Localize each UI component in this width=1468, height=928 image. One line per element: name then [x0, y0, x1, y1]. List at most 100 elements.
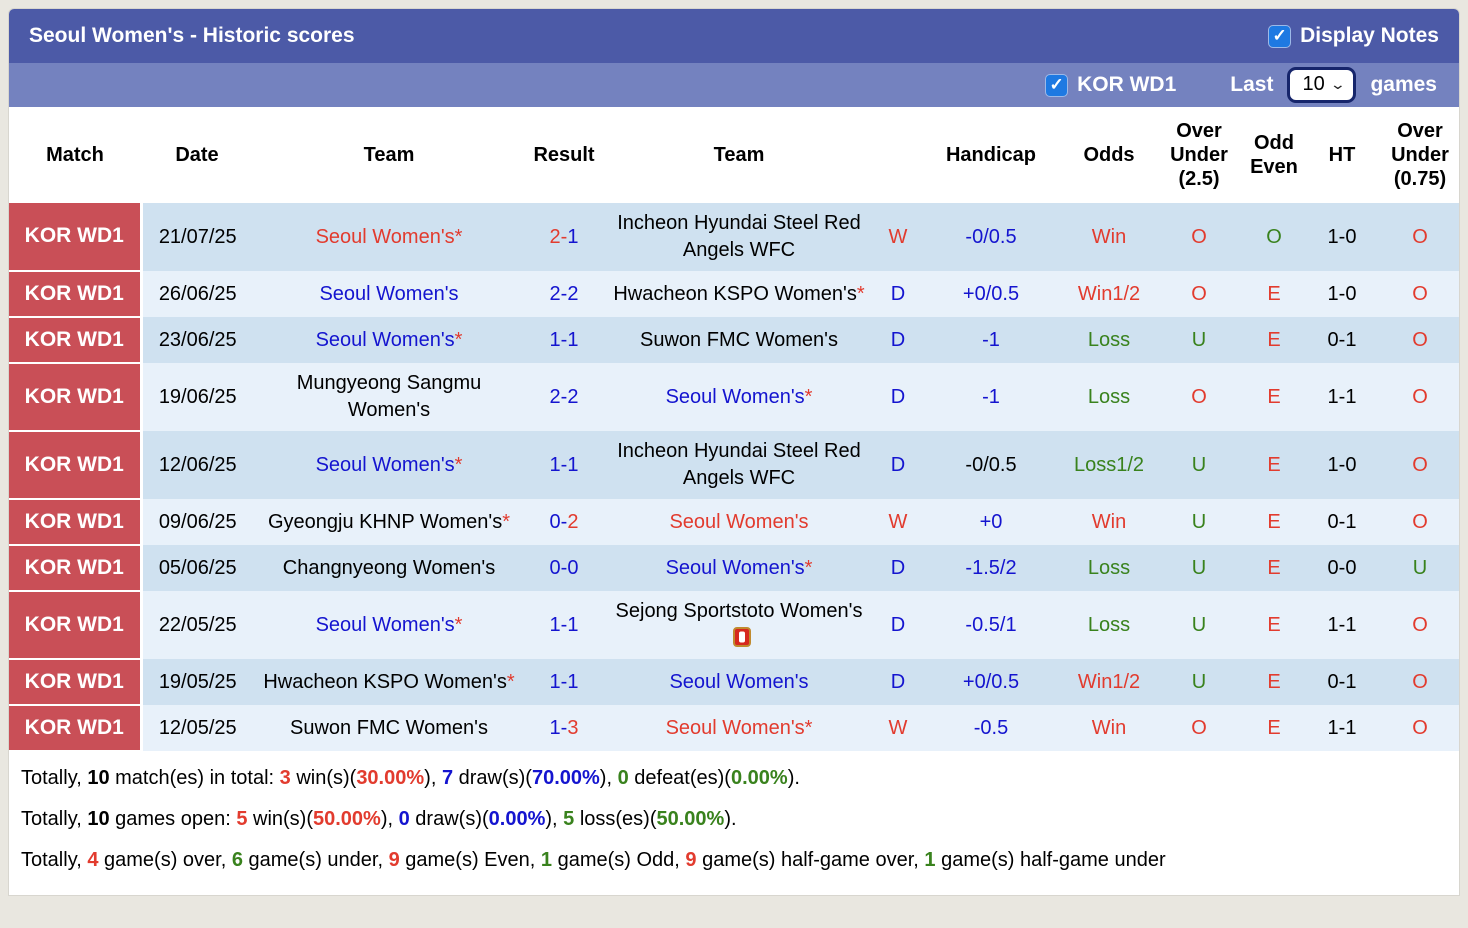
- result-cell: 2-2: [525, 363, 603, 431]
- result-away-score: 1: [567, 225, 579, 248]
- league-cell: KOR WD1: [9, 705, 143, 752]
- result-away-score: 3: [567, 716, 579, 739]
- summary-segment: 5: [236, 808, 248, 830]
- home-team-name[interactable]: Seoul Women's: [315, 453, 455, 476]
- summary-segment: 3: [279, 767, 291, 789]
- home-team-name[interactable]: Gyeongju KHNP Women's: [267, 510, 503, 533]
- ht-cell: 1-1: [1307, 363, 1377, 431]
- checkbox-checked-icon[interactable]: ✓: [1045, 73, 1069, 97]
- table-row: KOR WD1 26/06/25 Seoul Women's 2-2 Hwach…: [9, 271, 1459, 318]
- summary-segment: game(s) Odd,: [552, 849, 686, 871]
- summary-line: Totally, 10 games open: 5 win(s)(50.00%)…: [21, 799, 1447, 840]
- advantage-star: *: [454, 328, 463, 351]
- away-team-cell: Sejong Sportstoto Women's: [603, 591, 875, 659]
- last-label: Last: [1230, 73, 1274, 96]
- table-header-row: Match Date Team Result Team Handicap Odd…: [9, 107, 1459, 203]
- summary-segment: draw(s)(: [409, 808, 489, 830]
- home-team-name[interactable]: Seoul Women's: [315, 225, 455, 248]
- home-team-name[interactable]: Mungyeong Sangmu Women's: [296, 372, 482, 421]
- home-team-name[interactable]: Hwacheon KSPO Women's: [263, 670, 507, 693]
- result-away-score: 2: [567, 510, 579, 533]
- home-team-name[interactable]: Seoul Women's: [315, 328, 455, 351]
- away-team-name[interactable]: Seoul Women's: [665, 556, 805, 579]
- summary-segment: 4: [87, 849, 99, 871]
- league-cell: KOR WD1: [9, 591, 143, 660]
- checkbox-checked-icon[interactable]: ✓: [1268, 24, 1292, 48]
- home-team-cell: Seoul Women's*: [253, 591, 525, 659]
- display-notes-toggle[interactable]: ✓ Display Notes: [1268, 24, 1439, 48]
- date-cell: 21/07/25: [141, 203, 253, 271]
- away-team-name[interactable]: Sejong Sportstoto Women's: [615, 600, 863, 622]
- summary-segment: 1: [924, 849, 936, 871]
- summary-segment: 50.00%: [313, 808, 381, 830]
- col-header-team-home: Team: [253, 107, 525, 203]
- date-cell: 12/05/25: [141, 705, 253, 751]
- away-team-name[interactable]: Suwon FMC Women's: [640, 328, 838, 351]
- summary-segment: game(s) half-game under: [935, 849, 1166, 871]
- summary-segment: loss(es)(: [574, 808, 657, 830]
- away-team-name[interactable]: Seoul Women's: [669, 510, 809, 533]
- over-under-0-75-cell: U: [1377, 545, 1459, 591]
- summary-segment: 0: [398, 808, 410, 830]
- table-row: KOR WD1 19/06/25 Mungyeong Sangmu Women'…: [9, 363, 1459, 432]
- handicap-cell: -0.5/1: [921, 591, 1061, 659]
- away-team-cell: Seoul Women's: [603, 499, 875, 545]
- odds-cell: Loss: [1061, 545, 1157, 591]
- odd-even-cell: E: [1241, 705, 1307, 751]
- home-team-name[interactable]: Suwon FMC Women's: [290, 716, 488, 739]
- summary-segment: game(s) over,: [98, 849, 232, 871]
- away-team-name[interactable]: Incheon Hyundai Steel Red Angels WFC: [617, 212, 861, 261]
- result-cell: 1-3: [525, 705, 603, 751]
- date-cell: 19/05/25: [141, 659, 253, 705]
- wdl-cell: D: [875, 317, 921, 363]
- summary-segment: 0: [617, 767, 629, 789]
- summary-segment: 70.00%: [531, 767, 600, 789]
- over-under-2-5-cell: O: [1157, 271, 1241, 317]
- result-home-score: 2-: [549, 385, 568, 408]
- result-away-score: 2: [567, 385, 579, 408]
- over-under-2-5-cell: U: [1157, 545, 1241, 591]
- away-team-cell: Incheon Hyundai Steel Red Angels WFC: [603, 203, 875, 271]
- away-team-name[interactable]: Incheon Hyundai Steel Red Angels WFC: [617, 440, 861, 489]
- wdl-cell: D: [875, 271, 921, 317]
- result-home-score: 1-: [549, 670, 568, 693]
- over-under-2-5-cell: U: [1157, 659, 1241, 705]
- over-under-2-5-cell: U: [1157, 591, 1241, 659]
- summary-segment: 5: [563, 808, 575, 830]
- summary-segment: games open:: [109, 808, 237, 830]
- away-team-name[interactable]: Hwacheon KSPO Women's: [613, 282, 857, 305]
- league-cell: KOR WD1: [9, 271, 143, 318]
- summary-segment: game(s) Even,: [399, 849, 541, 871]
- away-team-name[interactable]: Seoul Women's: [665, 716, 805, 739]
- away-team-name[interactable]: Seoul Women's: [669, 670, 809, 693]
- ht-cell: 0-1: [1307, 499, 1377, 545]
- advantage-star: *: [502, 510, 511, 533]
- odd-even-cell: E: [1241, 363, 1307, 431]
- ht-cell: 1-1: [1307, 591, 1377, 659]
- date-cell: 12/06/25: [141, 431, 253, 499]
- summary-segment: defeat(es)(: [628, 767, 731, 789]
- result-home-score: 0-: [549, 556, 568, 579]
- home-team-name[interactable]: Seoul Women's: [315, 613, 455, 636]
- league-filter-toggle[interactable]: ✓ KOR WD1: [1045, 73, 1176, 97]
- home-team-name[interactable]: Seoul Women's: [319, 282, 459, 305]
- result-cell: 1-1: [525, 431, 603, 499]
- result-cell: 1-1: [525, 659, 603, 705]
- away-team-name[interactable]: Seoul Women's: [665, 385, 805, 408]
- league-cell: KOR WD1: [9, 659, 143, 706]
- table-row: KOR WD1 23/06/25 Seoul Women's* 1-1 Suwo…: [9, 317, 1459, 364]
- advantage-star: *: [804, 556, 813, 579]
- odds-cell: Loss1/2: [1061, 431, 1157, 499]
- over-under-0-75-cell: O: [1377, 659, 1459, 705]
- home-team-name[interactable]: Changnyeong Women's: [282, 556, 496, 579]
- advantage-star: *: [506, 670, 515, 693]
- games-count-select[interactable]: 10 ⌄: [1287, 67, 1357, 103]
- title-bar: Seoul Women's - Historic scores ✓ Displa…: [9, 9, 1459, 63]
- away-team-cell: Seoul Women's*: [603, 363, 875, 431]
- handicap-cell: -0/0.5: [921, 203, 1061, 271]
- over-under-2-5-cell: U: [1157, 317, 1241, 363]
- home-team-cell: Changnyeong Women's: [253, 545, 525, 591]
- ht-cell: 0-1: [1307, 317, 1377, 363]
- league-cell: KOR WD1: [9, 203, 143, 272]
- summary-segment: game(s) half-game over,: [696, 849, 925, 871]
